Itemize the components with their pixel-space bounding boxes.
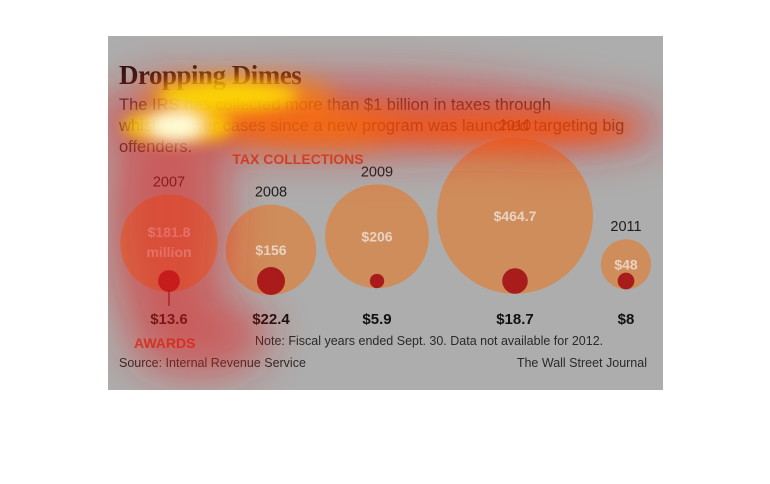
collection-bubble-2008: [225, 204, 317, 295]
collection-unit-label: million: [146, 244, 191, 260]
collection-bubble-2010: [437, 137, 593, 294]
collection-bubble-2011: [600, 239, 652, 290]
year-label-2010: 2010: [499, 118, 531, 134]
series-label-awards: AWARDS: [134, 335, 195, 351]
award-value-label-2009: $5.9: [362, 311, 391, 328]
award-bubble-2009: [369, 273, 385, 289]
award-value-label-2010: $18.7: [496, 311, 534, 328]
credit-line: The Wall Street Journal: [516, 356, 647, 370]
year-label-2008: 2008: [255, 185, 287, 201]
year-label-2009: 2009: [361, 164, 393, 180]
collection-value-label-2009: $206: [361, 228, 392, 244]
chart-note: Note: Fiscal years ended Sept. 30. Data …: [255, 334, 604, 348]
award-bubble-2010: [502, 268, 528, 294]
collection-value-label-2008: $156: [255, 242, 286, 258]
award-value-label-2011: $8: [618, 311, 635, 328]
source-line: Source: Internal Revenue Service: [119, 356, 306, 370]
year-label-2011: 2011: [610, 219, 641, 235]
collection-value-label-2007: $181.8: [148, 224, 191, 240]
series-label-tax-collections: TAX COLLECTIONS: [232, 151, 363, 167]
collection-value-label-2010: $464.7: [494, 208, 537, 224]
collection-bubble-2009: [325, 184, 429, 289]
award-value-label-2007: $13.6: [150, 311, 188, 328]
collection-value-label-2011: $48: [614, 256, 638, 272]
award-bubble-2008: [257, 267, 285, 295]
award-bubble-2011: [617, 272, 635, 290]
award-bubble-2007: [158, 270, 180, 292]
chart-panel: Dropping Dimes The IRS has collected mor…: [108, 36, 663, 390]
award-value-label-2008: $22.4: [252, 311, 290, 328]
year-label-2007: 2007: [153, 174, 185, 190]
